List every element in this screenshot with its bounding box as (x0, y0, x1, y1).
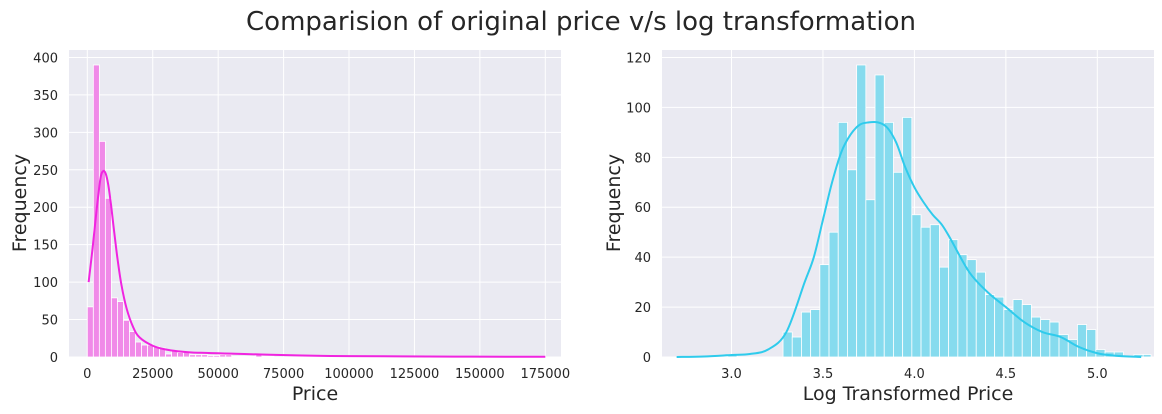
histogram-bar (123, 319, 130, 358)
x-tick-label: 125000 (390, 367, 440, 382)
histogram-bar (883, 121, 894, 358)
histogram-bar (865, 199, 876, 358)
histogram-bar (104, 197, 112, 358)
histogram-bar (207, 355, 215, 358)
histogram-bar (141, 344, 148, 358)
histogram-bar (219, 354, 227, 358)
x-tick-label: 100000 (324, 367, 374, 382)
y-tick-label: 150 (33, 239, 58, 254)
y-tick-label: 80 (634, 151, 651, 166)
histogram-bar (948, 239, 959, 358)
x-tick-labels: 0 25000 50000 75000 100000 125000 150000 175000 (83, 367, 570, 382)
histogram-bar (261, 355, 269, 358)
histogram-bar (195, 354, 203, 358)
histogram-bar (1086, 329, 1097, 358)
x-tick-label: 4.5 (996, 367, 1017, 382)
histogram-bar (1031, 316, 1042, 358)
histogram-bar (801, 311, 812, 358)
histogram-bar (902, 116, 913, 358)
x-tick-label: 50000 (197, 367, 238, 382)
histogram-bar (177, 352, 185, 358)
histogram-bar (929, 224, 940, 358)
y-tick-label: 40 (634, 251, 651, 266)
histogram-bar (791, 336, 802, 358)
x-axis-label: Price (292, 383, 338, 405)
histogram-bar (856, 64, 867, 358)
histogram-bar (1049, 321, 1060, 358)
histogram-bar (1003, 309, 1014, 358)
y-tick-labels: 0 20 40 60 80 100 120 (626, 51, 651, 366)
y-tick-label: 100 (33, 276, 58, 291)
y-tick-label: 250 (33, 164, 58, 179)
histogram-bar (957, 254, 968, 358)
y-tick-labels: 0 50 100 150 200 250 300 350 400 (33, 51, 58, 366)
histogram-bar (86, 306, 94, 358)
histogram-bar (874, 74, 885, 358)
histogram-bar (985, 294, 996, 358)
y-tick-label: 200 (33, 201, 58, 216)
histogram-bar (225, 354, 233, 358)
histogram-bar (847, 169, 858, 358)
kde-curve (87, 169, 546, 358)
x-tick-label: 3.0 (721, 367, 742, 382)
y-tick-label: 50 (41, 314, 58, 329)
histogram-bar (243, 355, 251, 358)
histogram-bar (201, 354, 209, 358)
x-tick-label: 4.0 (904, 367, 925, 382)
kde-curve (676, 120, 1142, 358)
histogram-bar (1077, 324, 1088, 358)
histogram-bar (994, 296, 1005, 358)
x-tick-label: 0 (83, 367, 91, 382)
histogram-bar (165, 353, 172, 358)
y-tick-label: 300 (33, 126, 58, 141)
y-tick-label: 20 (634, 301, 651, 316)
y-tick-label: 400 (33, 51, 58, 66)
y-tick-label: 0 (50, 351, 58, 366)
y-tick-label: 120 (626, 51, 651, 66)
figure-title: Comparision of original price v/s log tr… (246, 7, 916, 37)
y-tick-label: 350 (33, 89, 58, 104)
histogram-bar (939, 266, 950, 358)
histogram-bar (110, 297, 118, 358)
histogram-bar (213, 355, 221, 358)
histogram-bar (893, 171, 904, 358)
histogram-bars (727, 64, 1152, 358)
histogram-bar (810, 309, 821, 358)
y-tick-label: 100 (626, 101, 651, 116)
y-axis-label: Frequency (603, 154, 625, 252)
histogram-bar (129, 331, 136, 358)
histogram-bar (147, 344, 154, 358)
histogram-bar (249, 355, 257, 358)
y-tick-label: 0 (643, 351, 651, 366)
histogram-bar (237, 355, 245, 358)
x-axis-label: Log Transformed Price (803, 383, 1014, 405)
y-tick-label: 60 (634, 201, 651, 216)
histogram-bar (1040, 319, 1051, 358)
histogram-bar (1021, 304, 1032, 358)
x-tick-label: 25000 (132, 367, 173, 382)
histogram-bar (1113, 351, 1124, 358)
plot-background (69, 50, 561, 357)
x-tick-labels: 3.0 3.5 4.0 4.5 5.0 (721, 367, 1107, 382)
grid-lines (69, 50, 561, 358)
histogram-bar (819, 264, 830, 358)
histogram-bar (1012, 299, 1023, 358)
log-price-histogram-panel: 3.0 3.5 4.0 4.5 5.0 0 20 40 60 80 100 120 Log Tran… (603, 50, 1154, 405)
x-tick-label: 75000 (263, 367, 304, 382)
histogram-bar (920, 226, 931, 358)
x-tick-label: 150000 (455, 367, 505, 382)
y-axis-label: Frequency (9, 154, 31, 252)
histogram-bar (117, 301, 124, 358)
histogram-bar (828, 231, 839, 358)
histogram-bar (231, 355, 239, 358)
x-tick-label: 3.5 (813, 367, 834, 382)
histogram-bar (911, 214, 922, 358)
price-histogram-panel: 0 25000 50000 75000 100000 125000 150000 175000… (9, 50, 570, 405)
histogram-bar (267, 355, 275, 358)
x-tick-label: 5.0 (1087, 367, 1108, 382)
histogram-bar (135, 341, 142, 358)
x-tick-label: 175000 (520, 367, 570, 382)
histogram-bar (189, 354, 197, 358)
